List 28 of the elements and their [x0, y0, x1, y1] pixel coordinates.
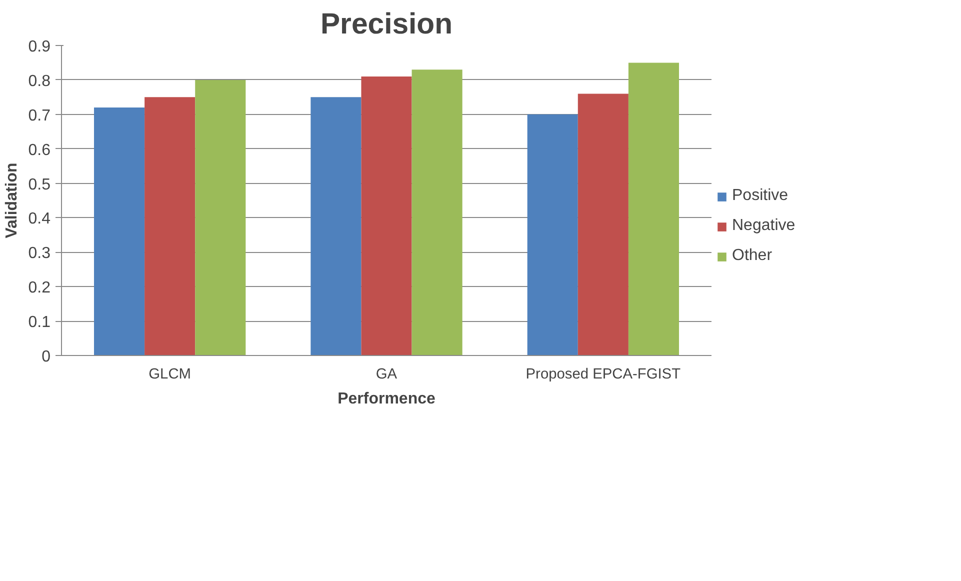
y-tick-label: 0.7 — [28, 107, 51, 124]
y-tick-label: 0.9 — [28, 38, 51, 56]
bar — [310, 97, 362, 356]
x-tick-label: GA — [376, 366, 398, 382]
y-tick-label: 0.6 — [28, 142, 51, 159]
bar — [361, 76, 412, 356]
y-tick-label: 0.2 — [28, 280, 51, 297]
y-tick-label: 0 — [42, 348, 51, 366]
y-tick-label: 0.3 — [28, 245, 51, 262]
y-tick-label: 0.1 — [28, 314, 51, 332]
x-tick-label: GLCM — [148, 366, 192, 382]
bar — [628, 62, 679, 356]
bar — [527, 114, 578, 356]
y-tick-label: 0.8 — [28, 72, 51, 90]
bar — [412, 70, 462, 356]
x-tick-label: Proposed EPCA-FGIST — [526, 366, 681, 382]
legend-label: Positive — [732, 187, 788, 205]
legend-label: Other — [732, 247, 772, 265]
bar — [578, 94, 628, 356]
y-axis-title: Validation — [3, 162, 20, 238]
y-tick-label: 0.5 — [28, 176, 51, 194]
bar — [94, 108, 145, 356]
chart-title: Precision — [320, 8, 453, 40]
legend-label: Negative — [732, 217, 796, 235]
bar — [195, 80, 246, 356]
bar — [144, 97, 196, 356]
x-axis-title: Performence — [338, 390, 436, 408]
y-tick-label: 0.4 — [28, 210, 51, 228]
